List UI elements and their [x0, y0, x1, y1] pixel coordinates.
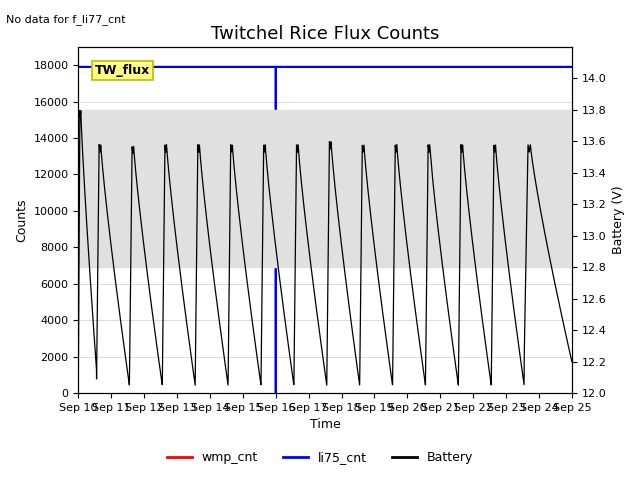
Legend: wmp_cnt, li75_cnt, Battery: wmp_cnt, li75_cnt, Battery: [162, 446, 478, 469]
Text: No data for f_li77_cnt: No data for f_li77_cnt: [6, 14, 126, 25]
X-axis label: Time: Time: [310, 419, 340, 432]
Y-axis label: Counts: Counts: [15, 198, 28, 242]
Text: TW_flux: TW_flux: [95, 64, 150, 77]
Bar: [79, 110, 572, 267]
Title: Twitchel Rice Flux Counts: Twitchel Rice Flux Counts: [211, 24, 439, 43]
Y-axis label: Battery (V): Battery (V): [612, 186, 625, 254]
